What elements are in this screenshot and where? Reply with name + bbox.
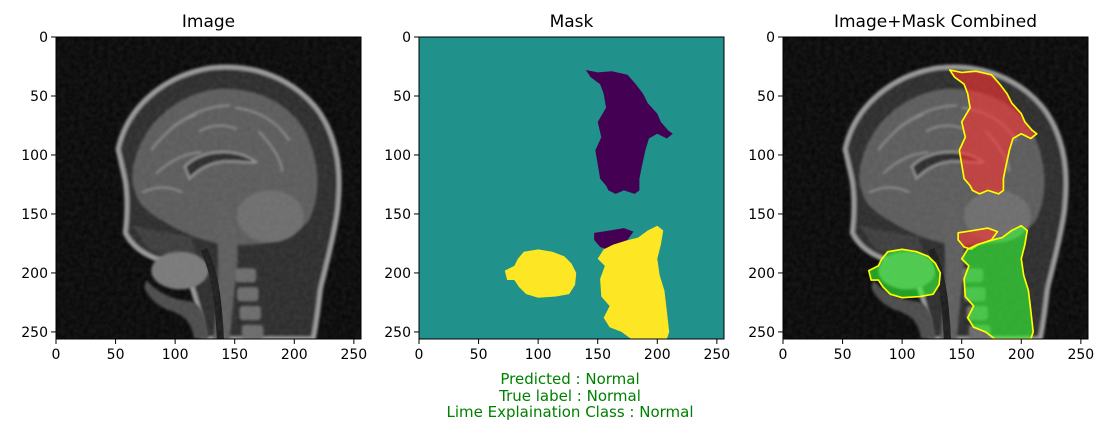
- x-tick-label: 50: [834, 347, 852, 363]
- overlay-negative-region-0: [948, 69, 1038, 195]
- y-tick-label: 100: [748, 148, 775, 164]
- y-tick-label: 250: [384, 325, 411, 341]
- plot-area-2: [783, 37, 1088, 339]
- mask-negative-region-0: [585, 70, 673, 194]
- y-tick-label: 150: [21, 207, 48, 223]
- x-tick-label: 150: [948, 347, 975, 363]
- x-tick-label: 250: [703, 347, 730, 363]
- y-tick-label: 50: [30, 89, 48, 105]
- y-tick-label: 200: [21, 266, 48, 282]
- caption-predicted: Predicted : Normal: [500, 370, 640, 388]
- x-tick-label: 250: [1067, 347, 1094, 363]
- y-tick-label: 250: [21, 325, 48, 341]
- x-tick-label: 50: [107, 347, 125, 363]
- x-tick-label: 200: [281, 347, 308, 363]
- mask-positive-region-3: [504, 249, 577, 298]
- axes-frame-1: [418, 36, 725, 340]
- axes-title-2: Image+Mask Combined: [834, 12, 1037, 32]
- y-tick-label: 200: [748, 266, 775, 282]
- mask-negative-region-1: [594, 228, 634, 250]
- x-tick-label: 250: [340, 347, 367, 363]
- overlay-positive-region-3: [867, 248, 942, 299]
- x-tick-label: 0: [52, 347, 61, 363]
- mask-background: [419, 37, 724, 339]
- axes-frame-0: [55, 36, 362, 340]
- mask-positive-region-2: [597, 225, 670, 339]
- x-tick-label: 100: [525, 347, 552, 363]
- y-tick-label: 50: [393, 89, 411, 105]
- x-tick-label: 0: [415, 347, 424, 363]
- overlay-positive-region-2: [960, 224, 1035, 339]
- y-tick-label: 50: [757, 89, 775, 105]
- axes-frame-2: [782, 36, 1089, 340]
- x-tick-label: 100: [889, 347, 916, 363]
- x-tick-label: 0: [779, 347, 788, 363]
- x-tick-label: 100: [162, 347, 189, 363]
- y-tick-label: 150: [748, 207, 775, 223]
- y-tick-label: 100: [384, 148, 411, 164]
- x-tick-label: 150: [584, 347, 611, 363]
- x-tick-label: 50: [470, 347, 488, 363]
- prediction-caption: Predicted : Normal True label : Normal L…: [0, 371, 1108, 421]
- x-tick-label: 200: [644, 347, 671, 363]
- y-tick-label: 0: [766, 30, 775, 46]
- mri-image: [56, 37, 361, 339]
- y-tick-label: 150: [384, 207, 411, 223]
- y-tick-label: 0: [39, 30, 48, 46]
- axes-title-1: Mask: [550, 12, 594, 32]
- y-tick-label: 200: [384, 266, 411, 282]
- plot-area-1: [419, 37, 724, 339]
- plot-area-0: [56, 37, 361, 339]
- x-tick-label: 200: [1008, 347, 1035, 363]
- caption-lime-class: Lime Explaination Class : Normal: [446, 403, 694, 421]
- x-tick-label: 150: [221, 347, 248, 363]
- caption-true-label: True label : Normal: [499, 386, 641, 405]
- y-tick-label: 0: [402, 30, 411, 46]
- mri-image: [783, 37, 1088, 339]
- axes-title-0: Image: [182, 12, 235, 32]
- y-tick-label: 250: [748, 325, 775, 341]
- y-tick-label: 100: [21, 148, 48, 164]
